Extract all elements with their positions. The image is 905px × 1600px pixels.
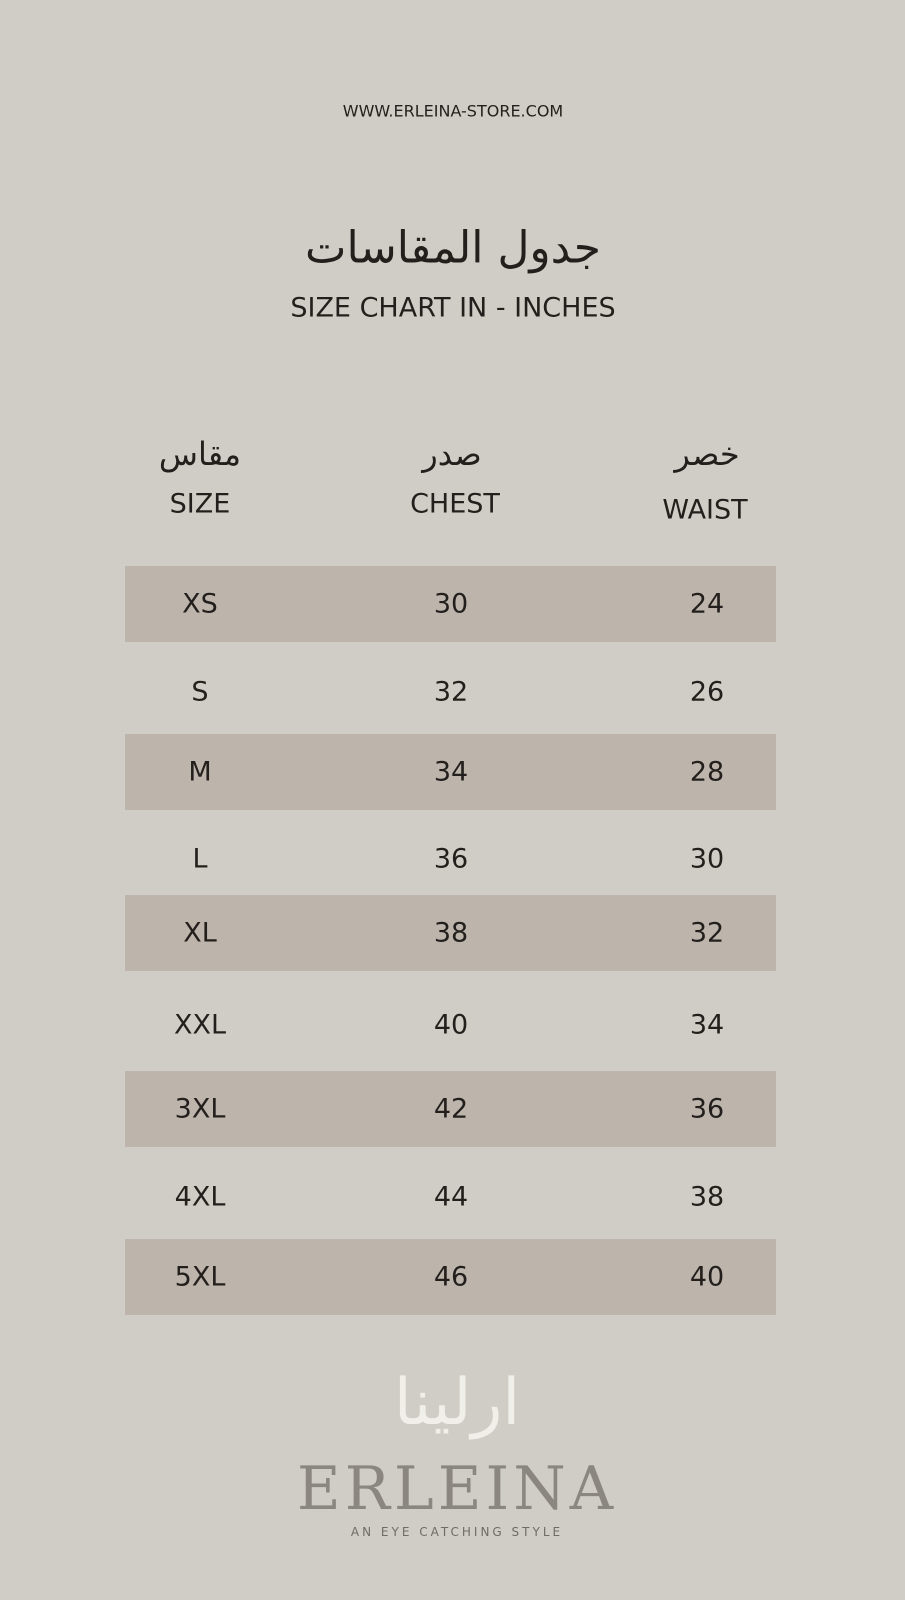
cell-chest: 32 <box>433 676 469 708</box>
cell-waist: 40 <box>689 1261 725 1293</box>
cell-size: 4XL <box>174 1181 226 1213</box>
cell-chest: 44 <box>433 1181 469 1213</box>
cell-size: 5XL <box>174 1261 226 1293</box>
cell-waist: 26 <box>689 676 725 708</box>
page-title: SIZE CHART IN - INCHES <box>290 292 616 324</box>
header-size: SIZE <box>169 488 231 520</box>
cell-chest: 38 <box>433 917 469 949</box>
row-band <box>125 895 776 971</box>
header-waist: WAIST <box>662 494 748 526</box>
cell-waist: 36 <box>689 1093 725 1125</box>
cell-chest: 36 <box>433 843 469 875</box>
cell-waist: 34 <box>689 1009 725 1041</box>
cell-size: 3XL <box>174 1093 226 1125</box>
cell-chest: 46 <box>433 1261 469 1293</box>
cell-waist: 24 <box>689 588 725 620</box>
cell-waist: 28 <box>689 756 725 788</box>
cell-size: L <box>192 843 208 875</box>
cell-size: XXL <box>173 1009 227 1041</box>
logo: ERLEINA <box>296 1454 618 1524</box>
row-band <box>125 566 776 642</box>
row-band <box>125 1071 776 1147</box>
cell-chest: 30 <box>433 588 469 620</box>
row-band <box>125 734 776 810</box>
header-waist-arabic: خصر <box>674 435 740 473</box>
logo-tagline: AN EYE CATCHING STYLE <box>350 1525 564 1539</box>
cell-waist: 30 <box>689 843 725 875</box>
cell-size: M <box>188 756 212 788</box>
cell-waist: 32 <box>689 917 725 949</box>
cell-chest: 42 <box>433 1093 469 1125</box>
page-title-arabic: جدول المقاسات <box>305 222 601 274</box>
cell-chest: 40 <box>433 1009 469 1041</box>
cell-size: XL <box>183 917 217 949</box>
header-chest: CHEST <box>410 488 500 520</box>
cell-size: S <box>191 676 209 708</box>
row-band <box>125 1239 776 1315</box>
cell-size: XS <box>182 588 218 620</box>
store-url: WWW.ERLEINA-STORE.COM <box>342 101 564 121</box>
header-size-arabic: مقاس <box>158 435 242 473</box>
cell-waist: 38 <box>689 1181 725 1213</box>
logo-arabic: ارلينا <box>393 1366 521 1440</box>
cell-chest: 34 <box>433 756 469 788</box>
header-chest-arabic: صدر <box>422 435 482 473</box>
